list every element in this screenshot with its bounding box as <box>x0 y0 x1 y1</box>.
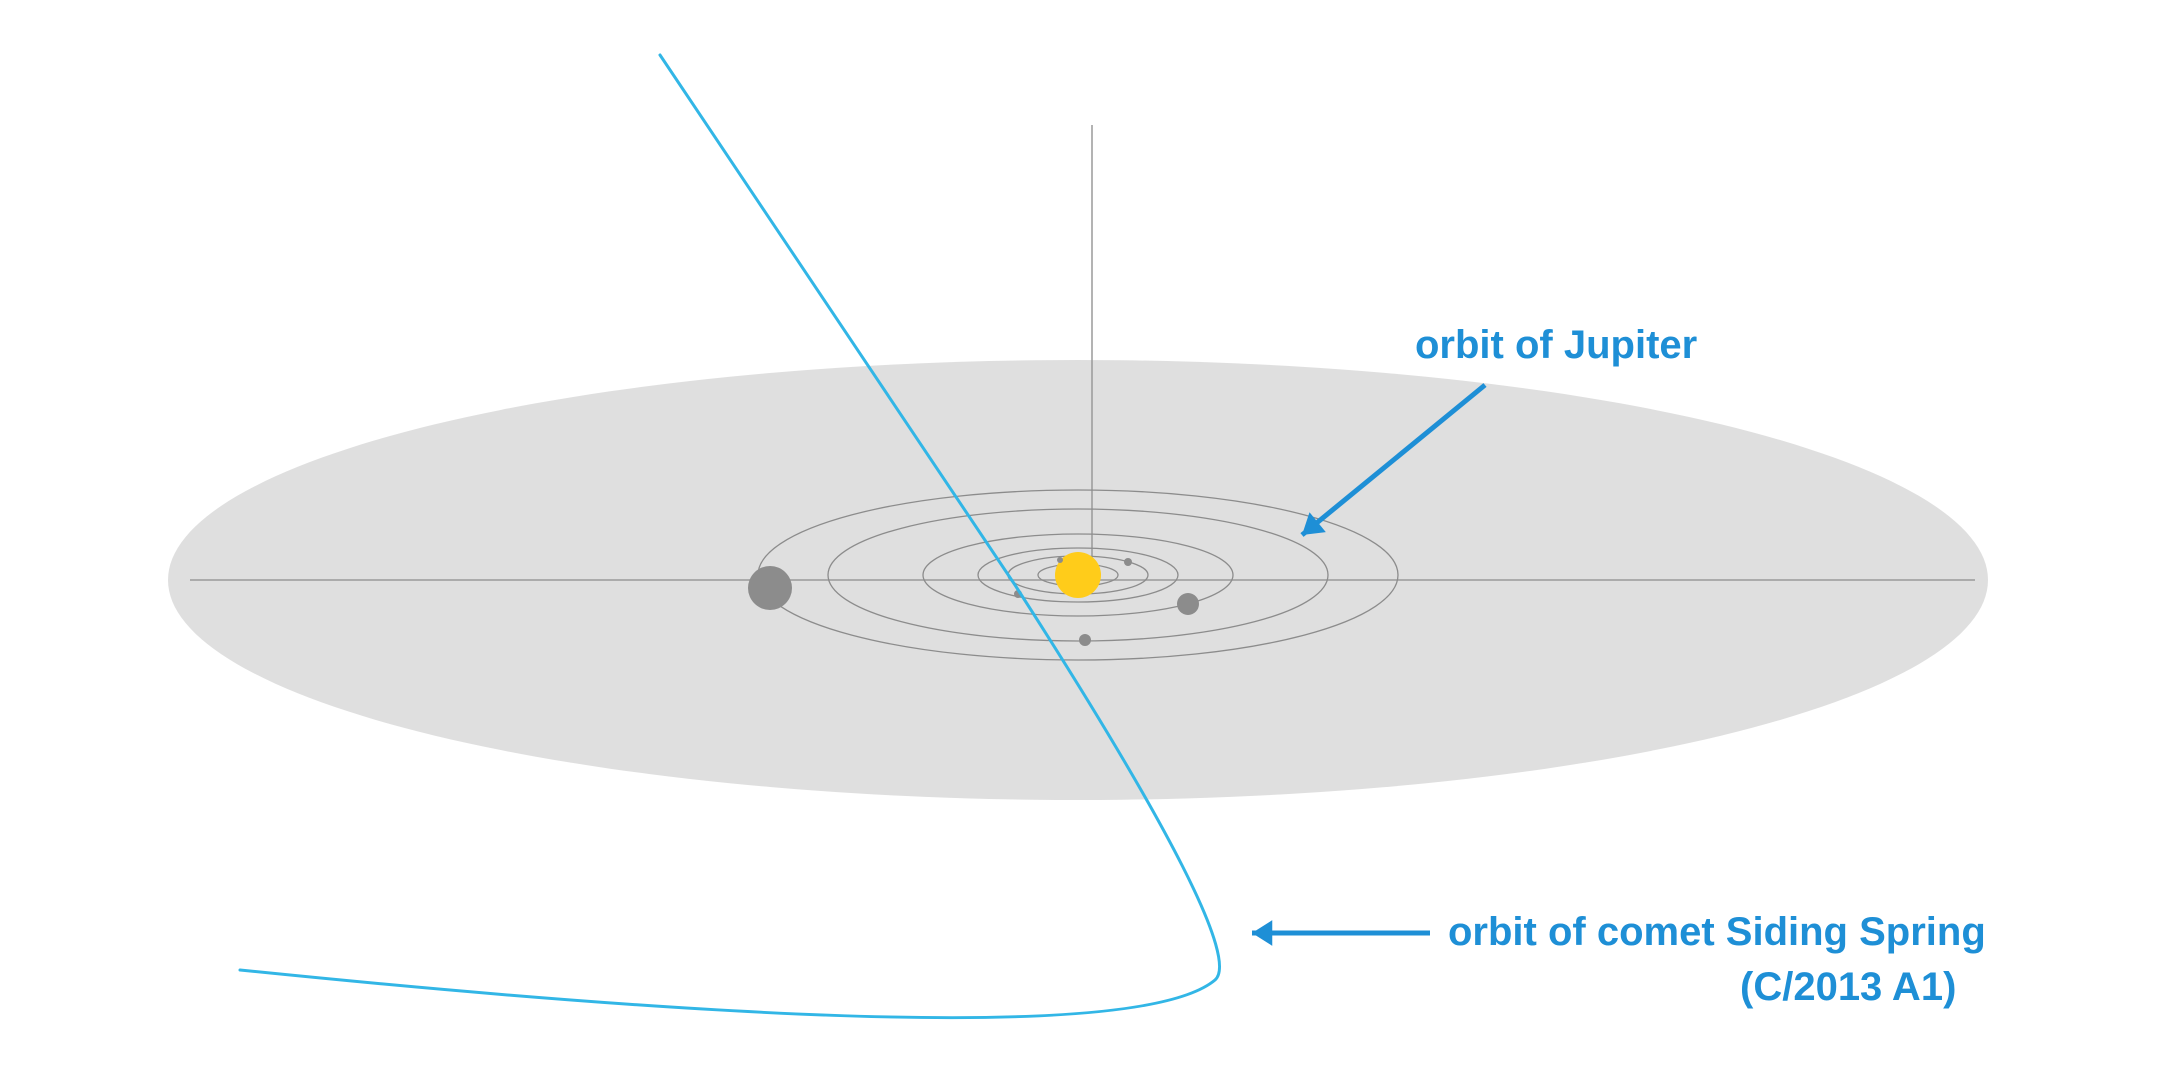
planet-5 <box>1057 557 1063 563</box>
label-comet: orbit of comet Siding Spring (C/2013 A1) <box>1252 910 1986 1009</box>
label-jupiter-text: orbit of Jupiter <box>1415 323 1697 367</box>
label-comet-text-1: orbit of comet Siding Spring <box>1448 910 1986 954</box>
planet-4 <box>1124 558 1132 566</box>
planet-1 <box>1177 593 1199 615</box>
label-comet-text-2: (C/2013 A1) <box>1740 965 1956 1009</box>
planet-2 <box>1079 634 1091 646</box>
planet-0 <box>748 566 792 610</box>
